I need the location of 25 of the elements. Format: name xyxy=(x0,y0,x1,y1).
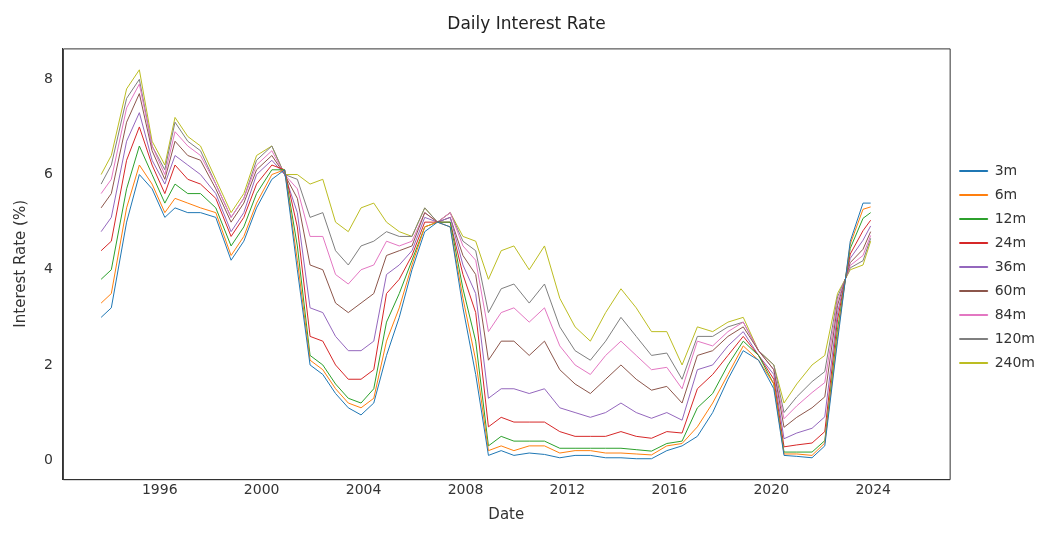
legend-label: 3m xyxy=(994,161,1018,178)
legend-label: 60m xyxy=(994,281,1027,298)
x-tick-label: 1996 xyxy=(141,481,178,498)
x-tick-label: 2008 xyxy=(447,481,484,498)
x-tick-label: 2004 xyxy=(345,481,382,498)
x-tick-label: 2012 xyxy=(549,481,586,498)
x-tick-label: 2024 xyxy=(855,481,892,498)
y-axis-title: Interest Rate (%) xyxy=(10,199,29,328)
y-tick-label: 0 xyxy=(43,450,53,467)
legend-label: 120m xyxy=(994,329,1035,346)
legend-label: 24m xyxy=(994,233,1027,250)
legend-label: 6m xyxy=(994,185,1018,202)
x-tick-label: 2000 xyxy=(243,481,280,498)
legend-label: 36m xyxy=(994,257,1027,274)
x-tick-label: 2016 xyxy=(651,481,688,498)
legend-label: 84m xyxy=(994,305,1027,322)
legend-label: 12m xyxy=(994,209,1027,226)
y-tick-label: 4 xyxy=(43,260,53,277)
legend-label: 240m xyxy=(994,353,1035,370)
y-tick-label: 8 xyxy=(43,69,53,86)
x-tick-label: 2020 xyxy=(753,481,790,498)
y-tick-label: 6 xyxy=(43,165,53,182)
x-axis-title: Date xyxy=(488,504,525,523)
y-tick-label: 2 xyxy=(43,355,53,372)
chart-title: Daily Interest Rate xyxy=(447,12,606,33)
